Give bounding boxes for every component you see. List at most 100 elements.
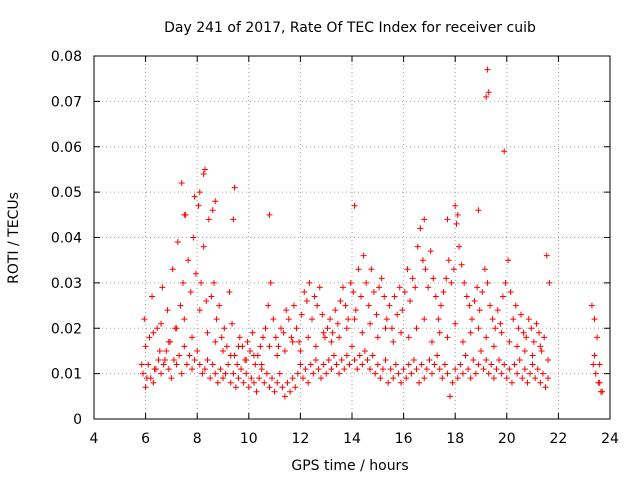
data-point [333,361,340,368]
data-point [506,338,513,345]
data-point [209,361,216,368]
data-point [391,293,398,300]
data-point [498,370,505,377]
data-point [204,357,211,364]
data-point [173,361,180,368]
data-point [181,343,188,350]
data-point [311,293,318,300]
data-point [462,352,469,359]
data-point [160,361,167,368]
data-point [520,329,527,336]
data-point [492,325,499,332]
data-point [165,366,172,373]
data-point [209,207,216,214]
data-point [159,284,166,291]
data-point [287,388,294,395]
data-point [481,266,488,273]
data-point [507,288,514,295]
data-point [315,366,322,373]
data-point [379,366,386,373]
data-point [278,325,285,332]
data-point [515,325,522,332]
data-point [349,343,355,350]
data-point [545,357,552,364]
data-point [591,316,598,323]
data-point [514,343,521,350]
data-point [523,334,530,341]
data-point [328,366,335,373]
data-point [201,366,208,373]
data-point [538,347,545,354]
data-point [142,384,149,391]
data-point [161,357,168,364]
data-point [146,334,153,341]
data-point [363,279,370,286]
data-point [336,370,343,377]
data-point [427,248,434,255]
data-point [150,379,157,386]
data-point [169,266,176,273]
data-point [390,375,397,382]
data-point [475,325,482,332]
data-point [459,370,466,377]
data-point [438,302,445,309]
data-point [422,266,429,273]
data-point [279,384,286,391]
data-point [521,347,528,354]
data-point [141,316,148,323]
data-point [249,329,256,336]
data-point [334,320,341,327]
data-point [421,375,428,382]
data-point [367,320,374,327]
data-point [456,243,463,250]
data-point [346,361,353,368]
data-point [516,357,523,364]
data-point [468,316,475,323]
data-point [497,320,504,327]
x-tick-label: 20 [498,431,516,447]
data-point [351,357,358,364]
data-point [274,352,281,359]
data-point [213,316,220,323]
data-point [232,384,239,391]
data-point [413,325,420,332]
data-point [369,352,376,359]
data-point [543,252,550,259]
data-point [226,288,233,295]
data-point [183,361,190,368]
data-point [221,325,228,332]
data-point [511,361,518,368]
data-point [461,279,468,286]
y-tick-label: 0.05 [51,185,82,201]
data-point [337,298,344,305]
data-point [281,393,288,400]
data-point [377,375,384,382]
data-point [294,370,301,377]
data-point [319,311,326,318]
data-point [444,334,451,341]
data-point [176,352,183,359]
data-point [230,370,237,377]
data-point [248,375,255,382]
data-point [541,334,548,341]
data-point [386,302,393,309]
data-point [324,325,331,332]
gridlines [94,56,610,419]
data-point [297,347,304,354]
data-point [403,375,410,382]
data-point [243,370,250,377]
data-point [203,298,210,305]
data-point [484,66,491,73]
data-point [452,320,459,327]
data-point [503,375,510,382]
data-point [444,370,451,377]
data-point [432,293,439,300]
data-point [360,252,367,259]
data-point [528,325,535,332]
data-point [297,361,304,368]
data-point [359,361,366,368]
data-point [404,266,411,273]
data-point [256,375,263,382]
data-point [517,311,524,318]
